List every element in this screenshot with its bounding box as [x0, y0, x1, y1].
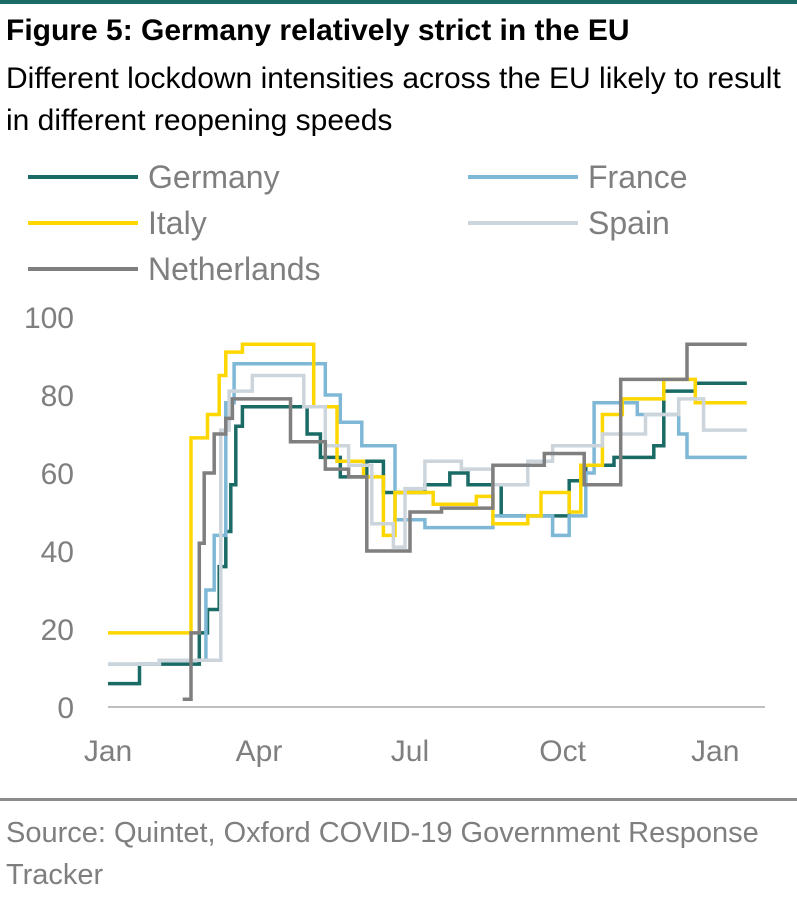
legend-label-2: Italy [148, 205, 207, 241]
series-line-3 [108, 373, 747, 666]
y-tick-label-0: 0 [57, 692, 74, 725]
bottom-rule [0, 798, 797, 801]
x-tick-label-4: Jan [691, 735, 739, 768]
legend-label-3: Spain [588, 205, 670, 241]
legend-label-1: France [588, 159, 688, 195]
chart-subtitle: Different lockdown intensities across th… [6, 62, 781, 137]
x-tick-label-0: Jan [84, 735, 132, 768]
legend-label-4: Netherlands [148, 251, 321, 287]
y-tick-label-4: 80 [41, 380, 74, 413]
y-tick-label-3: 60 [41, 458, 74, 491]
x-tick-label-1: Apr [236, 735, 283, 768]
y-tick-label-1: 20 [41, 614, 74, 647]
y-tick-label-5: 100 [24, 302, 74, 335]
y-tick-label-2: 40 [41, 536, 74, 569]
line-chart: Germany France Italy Spain Netherlands 0 20 40 6… [24, 159, 765, 768]
source-note: Source: Quintet, Oxford COVID-19 Governm… [6, 817, 759, 891]
legend-label-0: Germany [148, 159, 280, 195]
x-tick-label-3: Oct [539, 735, 586, 768]
series-line-4 [182, 342, 747, 701]
chart-title: Figure 5: Germany relatively strict in t… [6, 14, 630, 47]
series-line-2 [108, 342, 747, 635]
x-tick-label-2: Jul [391, 735, 429, 768]
top-rule [0, 0, 797, 4]
